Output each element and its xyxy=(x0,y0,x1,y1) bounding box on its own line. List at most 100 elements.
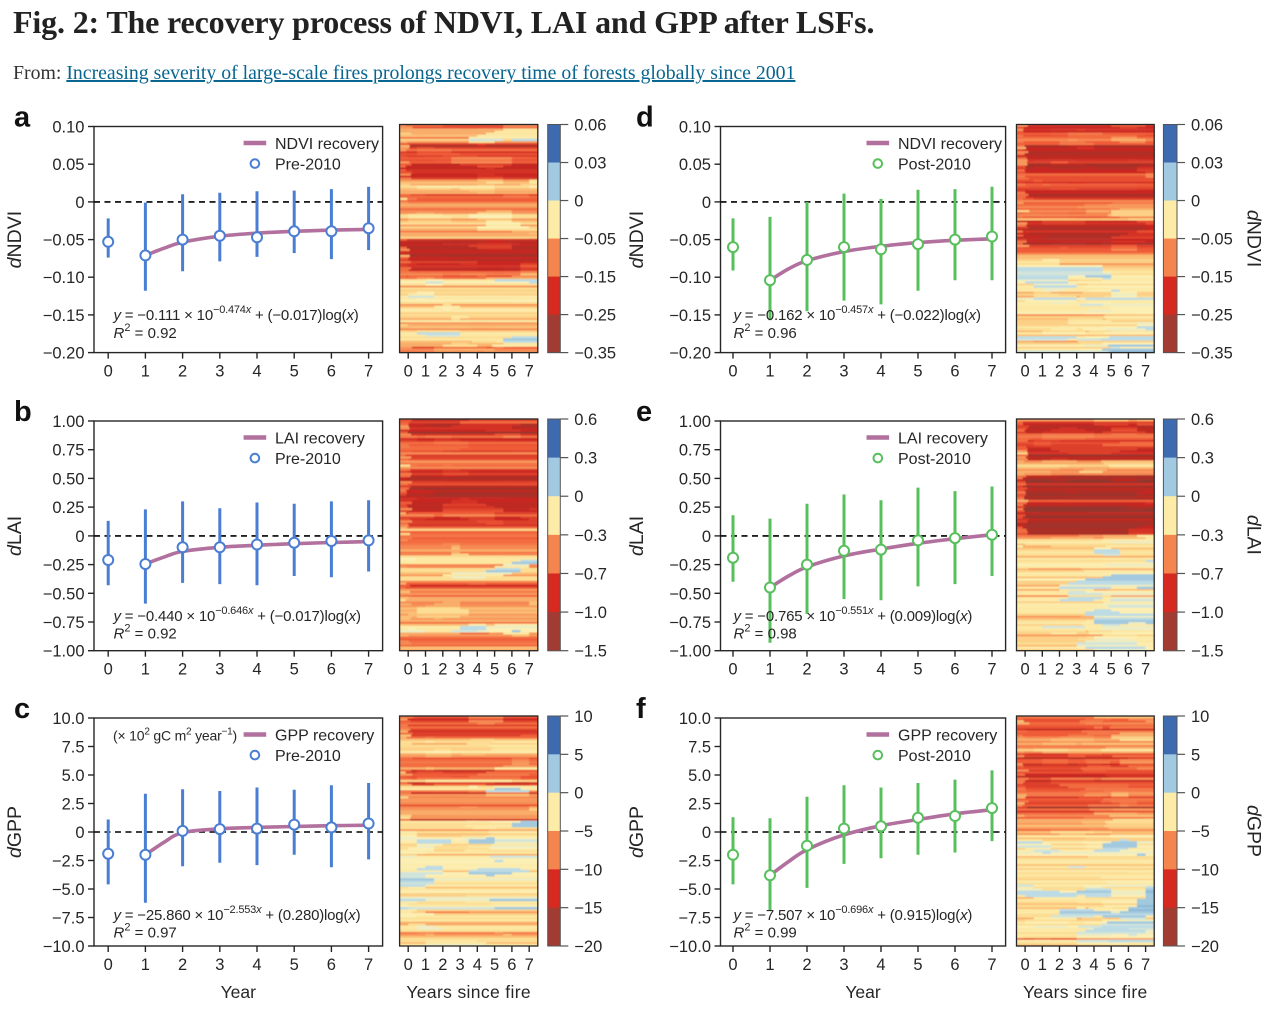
svg-text:Post-2010: Post-2010 xyxy=(898,451,971,468)
svg-text:4: 4 xyxy=(473,363,482,381)
svg-text:2: 2 xyxy=(438,956,447,974)
svg-text:7: 7 xyxy=(525,661,534,679)
svg-text:Years since fire: Years since fire xyxy=(1023,982,1148,1002)
svg-text:dLAI: dLAI xyxy=(626,516,648,556)
svg-text:Pre-2010: Pre-2010 xyxy=(275,451,341,468)
svg-text:7: 7 xyxy=(987,363,996,381)
svg-text:Pre-2010: Pre-2010 xyxy=(275,157,341,174)
svg-text:−0.20: −0.20 xyxy=(43,345,85,363)
svg-text:0: 0 xyxy=(728,363,737,381)
svg-text:0: 0 xyxy=(574,488,583,506)
svg-text:3: 3 xyxy=(839,956,848,974)
svg-text:0.75: 0.75 xyxy=(679,442,711,460)
svg-text:0: 0 xyxy=(1021,956,1030,974)
svg-text:5: 5 xyxy=(574,746,583,764)
svg-text:3: 3 xyxy=(839,363,848,381)
svg-text:0.3: 0.3 xyxy=(1191,450,1214,468)
svg-text:−1.0: −1.0 xyxy=(574,604,607,622)
svg-text:Post-2010: Post-2010 xyxy=(898,157,971,174)
svg-text:5.0: 5.0 xyxy=(688,767,711,785)
svg-text:−0.35: −0.35 xyxy=(574,345,616,363)
svg-text:1: 1 xyxy=(1038,363,1047,381)
svg-text:0.6: 0.6 xyxy=(1191,411,1214,429)
svg-text:6: 6 xyxy=(507,363,516,381)
svg-text:dLAI: dLAI xyxy=(1243,515,1263,555)
svg-text:dNDVI: dNDVI xyxy=(1243,210,1263,267)
svg-text:2.5: 2.5 xyxy=(62,796,85,814)
svg-text:0: 0 xyxy=(404,956,413,974)
svg-text:−10: −10 xyxy=(1191,861,1219,879)
svg-text:0: 0 xyxy=(75,824,84,842)
svg-text:2: 2 xyxy=(1055,661,1064,679)
svg-text:1: 1 xyxy=(421,363,430,381)
svg-text:0.50: 0.50 xyxy=(679,470,711,488)
svg-text:−0.25: −0.25 xyxy=(43,557,85,575)
svg-text:0.03: 0.03 xyxy=(574,155,606,173)
svg-text:0: 0 xyxy=(1191,193,1200,211)
svg-text:7: 7 xyxy=(364,363,373,381)
svg-text:a: a xyxy=(14,102,31,134)
svg-text:7: 7 xyxy=(1141,956,1150,974)
svg-text:0.06: 0.06 xyxy=(1191,117,1223,135)
svg-text:3: 3 xyxy=(215,956,224,974)
svg-text:5: 5 xyxy=(1107,363,1116,381)
svg-text:LAI recovery: LAI recovery xyxy=(275,431,365,448)
svg-text:10.0: 10.0 xyxy=(52,710,84,728)
svg-text:6: 6 xyxy=(327,956,336,974)
svg-text:−0.50: −0.50 xyxy=(43,585,85,603)
svg-text:Fig. 2: The recovery process o: Fig. 2: The recovery process of NDVI, LA… xyxy=(13,4,874,40)
svg-text:GPP recovery: GPP recovery xyxy=(898,728,997,745)
svg-text:7: 7 xyxy=(1141,363,1150,381)
svg-text:7: 7 xyxy=(364,661,373,679)
svg-text:−0.35: −0.35 xyxy=(1191,345,1233,363)
svg-text:−5.0: −5.0 xyxy=(52,881,85,899)
svg-text:1: 1 xyxy=(141,956,150,974)
svg-text:1: 1 xyxy=(1038,661,1047,679)
svg-text:R2 = 0.92: R2 = 0.92 xyxy=(114,322,177,342)
svg-text:0.6: 0.6 xyxy=(574,411,597,429)
svg-text:dGPP: dGPP xyxy=(4,806,26,858)
svg-text:−0.15: −0.15 xyxy=(43,307,85,325)
svg-text:−0.15: −0.15 xyxy=(574,269,616,287)
svg-text:3: 3 xyxy=(1072,363,1081,381)
svg-text:3: 3 xyxy=(215,363,224,381)
svg-text:−5.0: −5.0 xyxy=(678,881,711,899)
svg-text:1: 1 xyxy=(141,363,150,381)
svg-text:1: 1 xyxy=(421,661,430,679)
svg-text:0.05: 0.05 xyxy=(52,156,84,174)
svg-text:0.10: 0.10 xyxy=(52,119,84,137)
svg-text:2: 2 xyxy=(178,363,187,381)
svg-text:5: 5 xyxy=(490,956,499,974)
svg-text:6: 6 xyxy=(950,956,959,974)
svg-text:e: e xyxy=(636,396,652,428)
svg-text:−0.7: −0.7 xyxy=(1191,565,1224,583)
svg-text:5: 5 xyxy=(490,661,499,679)
svg-text:4: 4 xyxy=(876,363,885,381)
svg-text:−0.05: −0.05 xyxy=(43,232,85,250)
svg-text:Pre-2010: Pre-2010 xyxy=(275,748,341,765)
svg-text:5: 5 xyxy=(1191,746,1200,764)
svg-text:−5: −5 xyxy=(574,823,593,841)
svg-text:2: 2 xyxy=(802,661,811,679)
svg-text:6: 6 xyxy=(1124,956,1133,974)
svg-text:dNDVI: dNDVI xyxy=(626,211,648,268)
svg-text:0.50: 0.50 xyxy=(52,470,84,488)
svg-text:1: 1 xyxy=(765,661,774,679)
svg-text:4: 4 xyxy=(876,661,885,679)
svg-text:10.0: 10.0 xyxy=(679,710,711,728)
svg-text:−5: −5 xyxy=(1191,823,1210,841)
svg-text:7.5: 7.5 xyxy=(62,739,85,757)
svg-text:−1.00: −1.00 xyxy=(669,643,711,661)
svg-text:NDVI recovery: NDVI recovery xyxy=(275,136,379,153)
svg-text:−10.0: −10.0 xyxy=(43,938,85,956)
svg-text:4: 4 xyxy=(473,661,482,679)
svg-text:0.05: 0.05 xyxy=(679,156,711,174)
svg-text:2: 2 xyxy=(802,363,811,381)
svg-text:dGPP: dGPP xyxy=(1243,805,1263,857)
svg-text:4: 4 xyxy=(876,956,885,974)
svg-text:R2 = 0.92: R2 = 0.92 xyxy=(114,623,177,643)
svg-text:4: 4 xyxy=(1089,956,1098,974)
svg-text:−0.3: −0.3 xyxy=(574,527,607,545)
svg-text:5: 5 xyxy=(290,661,299,679)
svg-text:−0.50: −0.50 xyxy=(669,585,711,603)
